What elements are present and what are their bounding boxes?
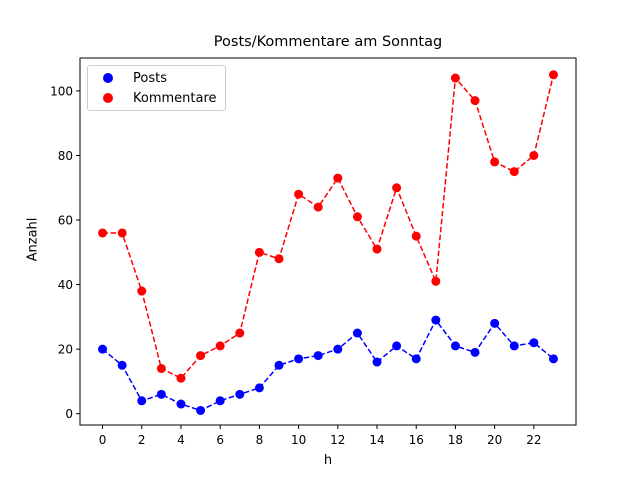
data-point [372, 244, 382, 254]
data-point [137, 396, 147, 406]
series-posts [98, 315, 558, 415]
data-point [450, 73, 460, 83]
data-point [392, 183, 402, 193]
data-point [450, 341, 460, 351]
data-point [431, 315, 441, 325]
y-tick-label: 80 [58, 149, 73, 163]
data-point [548, 354, 558, 364]
x-tick-label: 6 [216, 433, 224, 447]
data-point [333, 344, 343, 354]
x-tick-label: 10 [291, 433, 306, 447]
y-tick-label: 0 [65, 407, 73, 421]
x-tick-label: 22 [526, 433, 541, 447]
legend-label: Kommentare [133, 90, 217, 106]
x-axis-label: h [323, 453, 333, 468]
data-point [274, 254, 284, 264]
data-point [196, 405, 206, 415]
y-axis-ticks: 0 20 40 60 80 100 [50, 84, 80, 421]
kommentare-marker-icon [103, 93, 113, 103]
data-point [117, 360, 127, 370]
data-point [529, 338, 539, 348]
data-point [509, 167, 519, 177]
posts-marker-icon [103, 73, 113, 83]
y-tick-label: 60 [58, 214, 73, 228]
x-axis-ticks: 0 2 4 6 8 10 12 14 16 18 20 22 [99, 425, 541, 447]
data-point [470, 347, 480, 357]
x-tick-label: 8 [256, 433, 264, 447]
y-tick-label: 40 [58, 278, 73, 292]
y-tick-label: 20 [58, 343, 73, 357]
data-point [392, 341, 402, 351]
data-point [313, 202, 323, 212]
x-tick-label: 14 [369, 433, 384, 447]
data-point [196, 351, 206, 361]
x-tick-label: 18 [448, 433, 463, 447]
data-point [470, 96, 480, 106]
data-point [215, 396, 225, 406]
data-point [411, 231, 421, 241]
x-tick-label: 2 [138, 433, 146, 447]
data-point [98, 344, 108, 354]
x-tick-label: 12 [330, 433, 345, 447]
data-point [176, 373, 186, 383]
data-point [156, 389, 166, 399]
data-point [372, 357, 382, 367]
data-point [117, 228, 127, 238]
data-point [294, 189, 304, 199]
data-point [235, 328, 245, 338]
x-tick-label: 16 [409, 433, 424, 447]
data-point [313, 351, 323, 361]
series-layer [98, 70, 558, 415]
data-point [137, 286, 147, 296]
data-point [98, 228, 108, 238]
data-point [509, 341, 519, 351]
data-point [529, 150, 539, 160]
data-point [431, 276, 441, 286]
data-point [274, 360, 284, 370]
y-axis-label: Anzahl [25, 217, 41, 262]
data-point [411, 354, 421, 364]
x-tick-label: 20 [487, 433, 502, 447]
x-tick-label: 4 [177, 433, 185, 447]
data-point [548, 70, 558, 80]
y-tick-label: 100 [50, 84, 73, 98]
data-point [352, 328, 362, 338]
legend-item-posts: Posts [88, 68, 167, 88]
data-point [235, 389, 245, 399]
data-point [215, 341, 225, 351]
series-kommentare [98, 70, 558, 383]
data-point [294, 354, 304, 364]
legend-item-kommentare: Kommentare [88, 88, 217, 108]
data-point [490, 318, 500, 328]
axes-frame [79, 57, 577, 426]
data-point [176, 399, 186, 409]
data-point [352, 212, 362, 222]
data-point [490, 157, 500, 167]
data-point [156, 364, 166, 374]
data-point [333, 173, 343, 183]
x-tick-label: 0 [99, 433, 107, 447]
legend: Posts Kommentare [87, 65, 226, 111]
chart-title: Posts/Kommentare am Sonntag [213, 34, 443, 50]
data-point [254, 247, 264, 257]
legend-label: Posts [133, 70, 167, 86]
data-point [254, 383, 264, 393]
